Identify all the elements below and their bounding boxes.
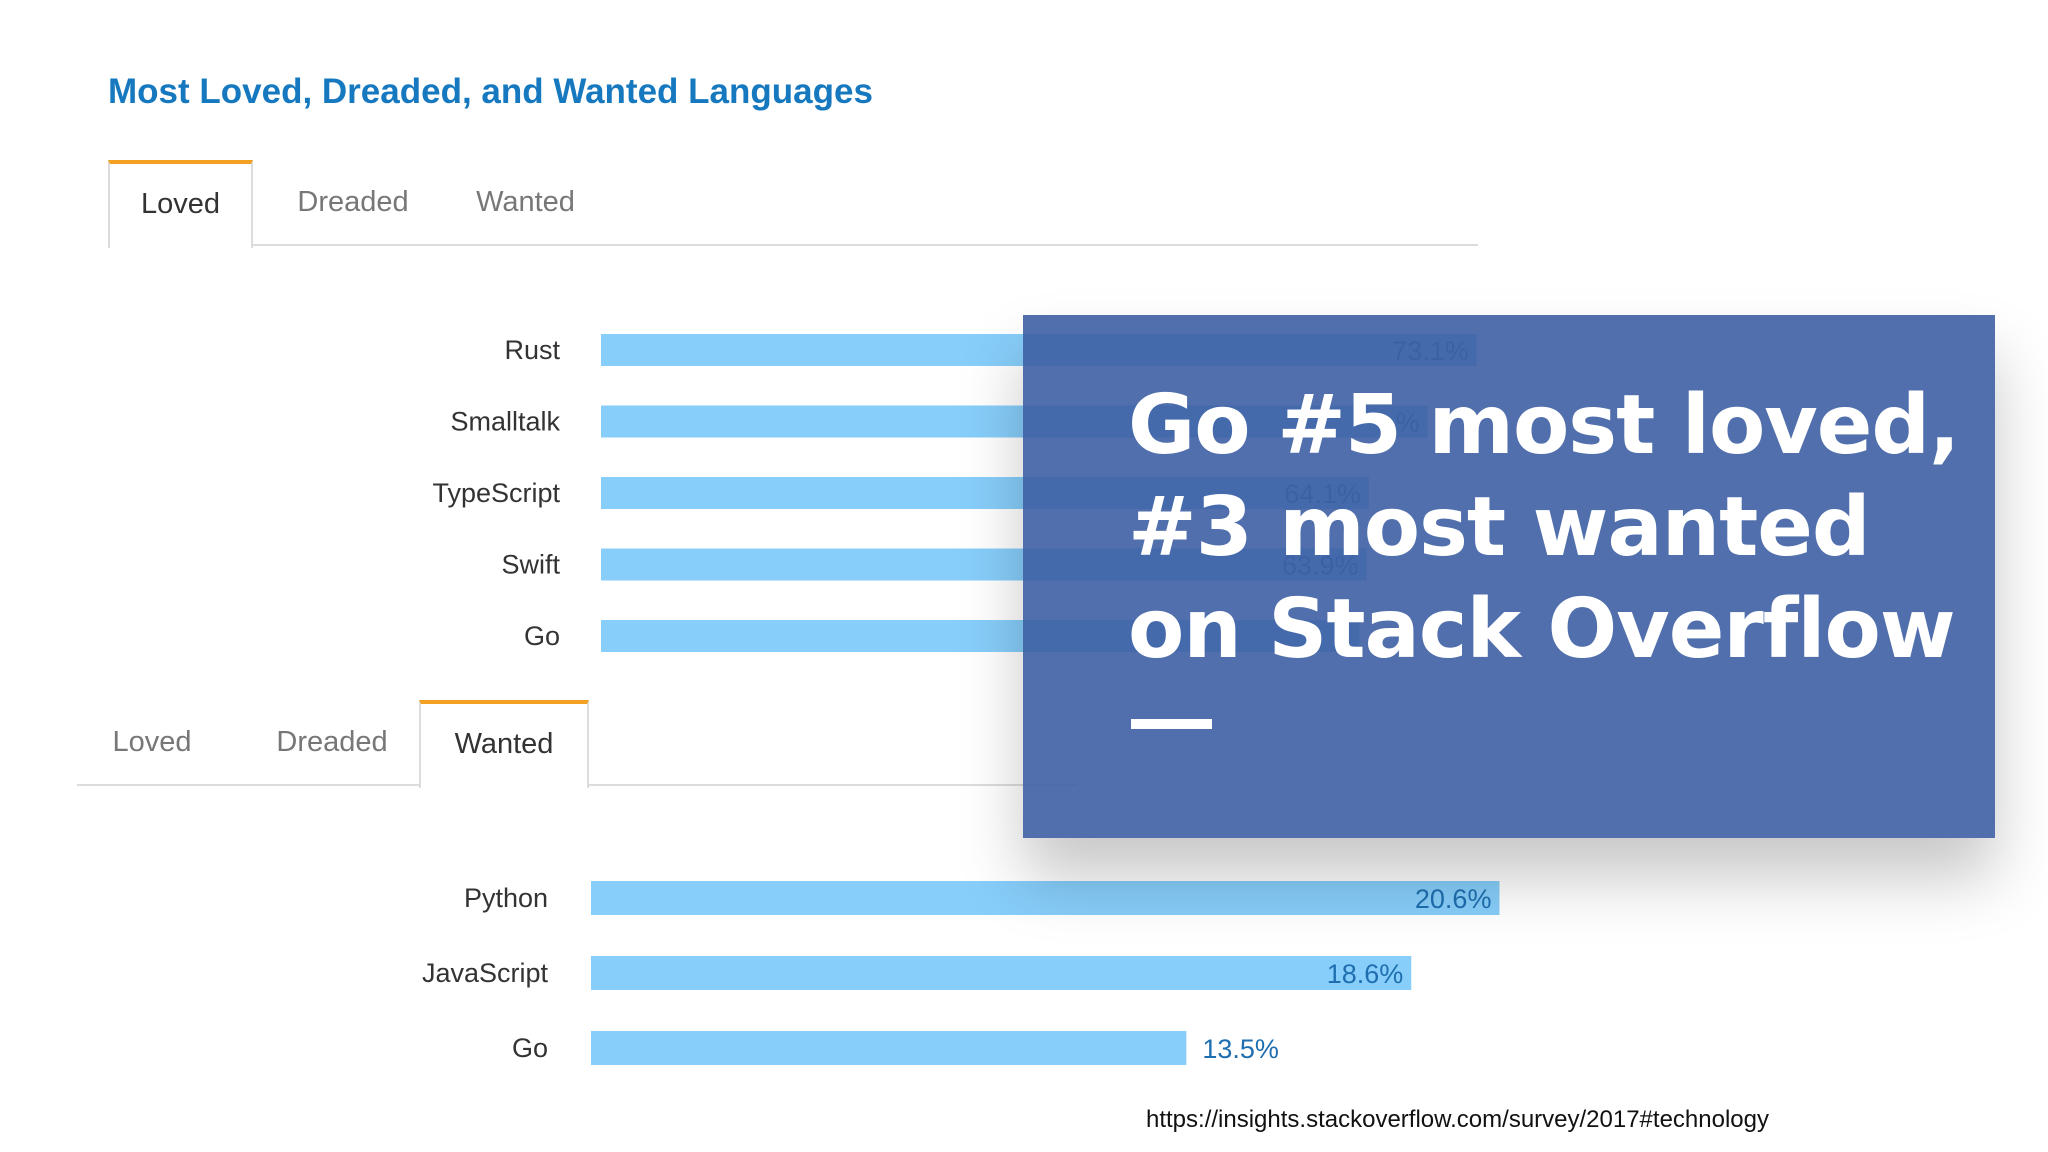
tab-wanted[interactable]: Wanted [476,186,575,218]
category-label: JavaScript [422,958,549,988]
wanted-chart: Python 20.6% JavaScript 18.6% Go 13.5% [422,881,1500,1065]
category-label: Go [524,621,560,651]
category-label: TypeScript [432,478,560,508]
tab-dreaded[interactable]: Dreaded [276,726,388,758]
bar [591,881,1500,915]
tab-dreaded[interactable]: Dreaded [297,186,409,218]
source-url[interactable]: https://insights.stackoverflow.com/surve… [1146,1106,1769,1133]
category-label: Go [512,1033,548,1063]
overlay-dash [1131,719,1212,729]
tab-loved[interactable]: Loved [112,726,192,758]
headline-line-1: Go #5 most loved, [1128,378,1960,473]
bar [591,1031,1187,1065]
tab-loved[interactable]: Loved [108,160,253,248]
tabs-bottom: Loved Dreaded Wanted [77,700,1077,788]
headline-line-2: #3 most wanted [1128,480,1871,575]
category-label: Python [464,883,548,913]
category-label: Smalltalk [450,407,560,437]
category-label: Rust [504,335,560,365]
value-label: 18.6% [1327,959,1404,989]
tab-wanted[interactable]: Wanted [419,700,589,788]
value-label: 20.6% [1415,884,1492,914]
chart-title: Most Loved, Dreaded, and Wanted Language… [108,72,873,111]
value-label: 13.5% [1202,1034,1279,1064]
overlay-headline: Go #5 most loved, #3 most wanted on Stac… [1128,375,1968,681]
category-label: Swift [501,550,560,580]
headline-line-3: on Stack Overflow [1128,582,1956,677]
headline-overlay: Go #5 most loved, #3 most wanted on Stac… [1023,315,1995,838]
bar [591,956,1412,990]
tabs-top: Loved Dreaded Wanted [108,160,1478,248]
tabs-top-baseline [108,244,1478,246]
